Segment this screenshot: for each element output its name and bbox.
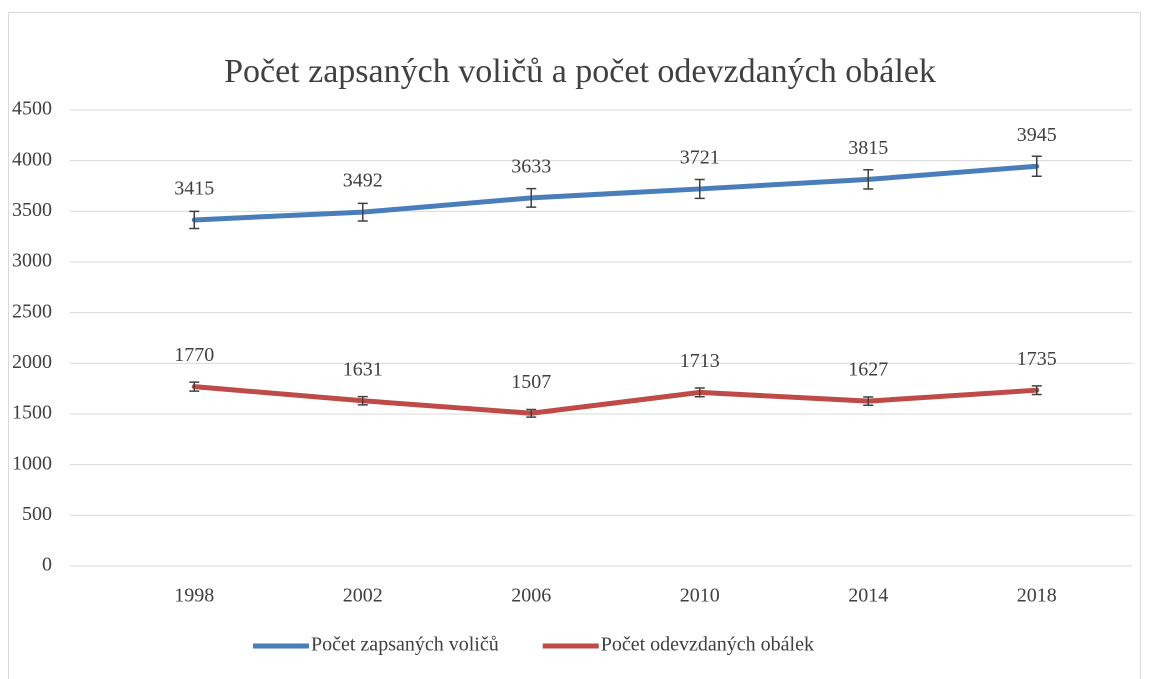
y-tick-label: 2000 bbox=[12, 351, 52, 373]
series-line bbox=[191, 384, 1040, 416]
data-label: 1735 bbox=[1017, 348, 1057, 370]
error-bar bbox=[357, 395, 368, 406]
data-label: 1507 bbox=[511, 371, 551, 393]
error-bar bbox=[1031, 155, 1042, 178]
error-bar bbox=[526, 187, 537, 208]
x-tick-label: 2010 bbox=[680, 585, 720, 607]
series-line bbox=[191, 163, 1040, 223]
data-label: 3815 bbox=[848, 137, 888, 159]
x-tick-label: 2018 bbox=[1017, 585, 1057, 607]
error-bar bbox=[694, 387, 705, 398]
chart-title: Počet zapsaných voličů a počet odevzdaný… bbox=[224, 53, 936, 90]
x-tick-label: 1998 bbox=[174, 585, 214, 607]
error-bar bbox=[694, 178, 705, 200]
data-label: 1713 bbox=[680, 350, 720, 372]
legend-label: Počet zapsaných voličů bbox=[311, 634, 499, 656]
error-bar bbox=[526, 408, 537, 418]
y-tick-label: 4500 bbox=[12, 98, 52, 120]
error-bar bbox=[357, 202, 368, 222]
error-bar bbox=[1031, 385, 1042, 396]
y-tick-label: 1500 bbox=[12, 402, 52, 424]
data-label: 3415 bbox=[174, 178, 214, 200]
data-label: 1631 bbox=[343, 358, 383, 380]
y-tick-label: 3000 bbox=[12, 250, 52, 272]
x-tick-label: 2014 bbox=[848, 585, 888, 607]
error-bar bbox=[863, 396, 874, 407]
x-tick-label: 2006 bbox=[511, 585, 551, 607]
data-label: 3721 bbox=[680, 147, 720, 169]
data-label: 3492 bbox=[343, 170, 383, 192]
y-tick-label: 3500 bbox=[12, 199, 52, 221]
data-label: 1627 bbox=[848, 359, 888, 381]
data-label: 1770 bbox=[174, 344, 214, 366]
data-label: 3945 bbox=[1017, 124, 1057, 146]
x-tick-label: 2002 bbox=[343, 585, 383, 607]
y-tick-label: 4000 bbox=[12, 148, 52, 170]
y-tick-label: 2500 bbox=[12, 300, 52, 322]
chart-border bbox=[8, 12, 1141, 679]
y-tick-label: 0 bbox=[42, 554, 52, 576]
error-bar bbox=[189, 381, 200, 392]
data-label: 3633 bbox=[511, 155, 551, 177]
y-tick-label: 500 bbox=[22, 503, 52, 525]
y-tick-label: 1000 bbox=[12, 452, 52, 474]
error-bar bbox=[863, 169, 874, 190]
legend-label: Počet odevzdaných obálek bbox=[601, 634, 814, 656]
error-bar bbox=[189, 210, 200, 230]
